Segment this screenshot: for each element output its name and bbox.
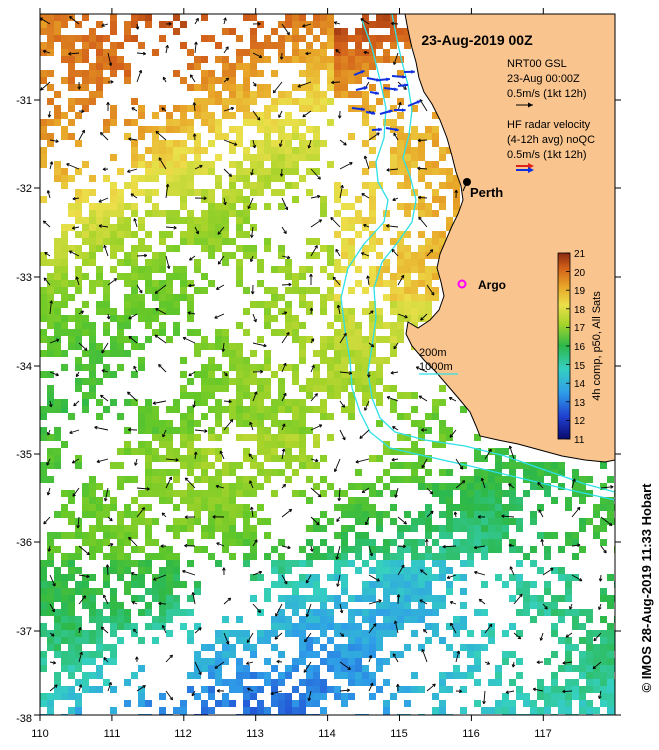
map-legend: NRT00 GSL 23-Aug 00:00Z 0.5m/s (1kt 12h)… [419,58,595,375]
x-tick-label: 114 [318,728,336,740]
model-time: 23-Aug 00:00Z [507,73,580,85]
y-tick-label: -31 [16,95,32,107]
colorbar-title: 4h comp, p50, All Sats [591,291,603,401]
y-tick-label: -36 [16,537,32,549]
model-title: NRT00 GSL [507,58,567,70]
radar-title: HF radar velocity [507,119,591,131]
sst-field [40,14,615,715]
colorbar-tick-label: 19 [574,286,586,297]
argo-marker [457,279,467,289]
colorbar-tick-label: 20 [574,268,586,279]
y-tick-label: -38 [16,713,32,725]
place-markers: Perth Argo [457,178,506,292]
colorbar-tick-label: 14 [574,379,586,390]
hf-radar-arrows [351,69,421,132]
x-tick-label: 116 [462,728,480,740]
axis-ticks [34,8,621,721]
radar-average: (4-12h avg) noQC [507,134,595,146]
y-tick-label: -33 [16,272,32,284]
y-tick-label: -34 [16,361,32,373]
map-title: 23-Aug-2019 00Z [421,32,533,48]
colorbar-tick-label: 11 [574,435,585,446]
colorbar-tick-label: 16 [574,342,586,353]
radar-scale-arrows [516,163,534,173]
radar-scale: 0.5m/s (1kt 12h) [507,149,586,161]
isobath-200m [367,14,615,493]
perth-label: Perth [470,185,503,200]
x-tick-label: 111 [104,728,121,740]
colorbar-tick-label: 21 [574,249,586,260]
x-tick-label: 113 [246,728,264,740]
credit-text: © IMOS 28-Aug-2019 11:33 Hobart [639,483,654,693]
argo-label: Argo [478,278,506,292]
isobath-1000m-label: 1000m [419,361,453,373]
model-current-arrows [40,16,614,705]
colorbar-tick-label: 15 [574,361,586,372]
y-tick-label: -32 [16,183,32,195]
longitude-axis: 110 111 112 113 114 115 116 117 [31,728,552,740]
x-tick-label: 112 [174,728,192,740]
isobath-lines [340,14,615,501]
model-scale-arrow [516,102,533,108]
colorbar-tick-label: 13 [574,398,586,409]
latitude-axis: -31 -32 -33 -34 -35 -36 -37 -38 [16,95,32,725]
colorbar-tick-label: 18 [574,305,586,316]
isobath-1000m [340,19,615,501]
x-tick-label: 115 [390,728,408,740]
y-tick-label: -37 [16,626,32,638]
x-tick-label: 110 [31,728,49,740]
sst-colorbar: 11 12 13 14 15 16 17 18 19 20 21 4h comp… [557,249,603,446]
x-tick-label: 117 [534,728,552,740]
y-tick-label: -35 [16,449,32,461]
isobath-200m-label: 200m [419,347,447,359]
colorbar-ticks [566,252,570,440]
perth-marker [463,178,471,186]
model-scale: 0.5m/s (1kt 12h) [507,88,586,100]
colorbar-tick-label: 17 [574,323,586,334]
colorbar-tick-label: 12 [574,416,586,427]
